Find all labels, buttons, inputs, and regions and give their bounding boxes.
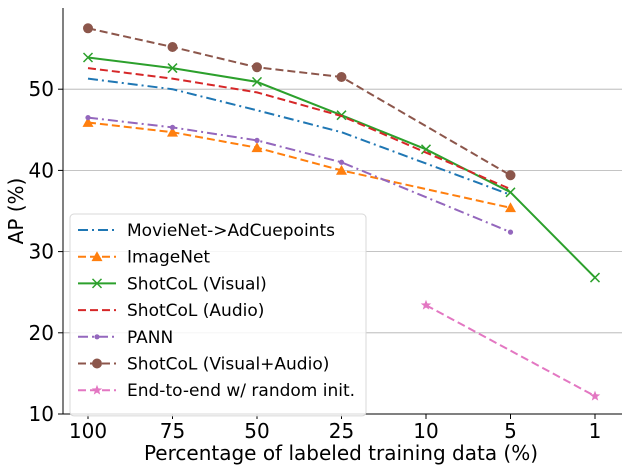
- dot-marker: [169, 124, 176, 130]
- series-lines: [82, 23, 601, 401]
- x-tick-label: 100: [69, 419, 107, 443]
- y-tick-label: 10: [29, 402, 54, 426]
- x-marker: [82, 52, 94, 63]
- dot-marker: [85, 115, 91, 121]
- legend-entry: ShotCoL (Audio): [78, 301, 264, 321]
- legend-entry: ShotCoL (Visual): [78, 274, 267, 294]
- legend-label: MovieNet->AdCuepoints: [127, 221, 335, 241]
- legend-entry: End-to-end w/ random init.: [78, 381, 355, 401]
- legend: MovieNet->AdCuepoints ImageNet ShotCoL (Vi…: [69, 213, 367, 417]
- triangle-marker: [251, 142, 263, 153]
- legend-label: PANN: [127, 328, 173, 348]
- series-end-to-end-w-random-init: [420, 299, 601, 401]
- triangle-marker: [91, 251, 103, 262]
- dot-marker: [94, 334, 100, 340]
- legend-label: End-to-end w/ random init.: [127, 381, 355, 401]
- star-marker: [91, 384, 103, 395]
- legend-box: [69, 213, 367, 417]
- legend-label: ShotCoL (Visual+Audio): [127, 355, 329, 375]
- series-shotcol-audio: [87, 67, 511, 191]
- triangle-marker: [336, 164, 347, 175]
- x-tick-label: 25: [329, 419, 354, 443]
- x-tick-label: 5: [504, 419, 517, 443]
- x-marker-stroke: [251, 76, 263, 87]
- tick-labels: 10 20 30 40 50 100 75 50 25 10 5 1: [29, 77, 602, 443]
- triangle-marker: [505, 202, 516, 213]
- legend-entry: MovieNet->AdCuepoints: [78, 221, 335, 241]
- x-marker-stroke: [82, 52, 94, 63]
- x-marker-stroke: [420, 144, 432, 155]
- series-line: [425, 304, 596, 397]
- legend-label: ShotCoL (Audio): [127, 301, 264, 321]
- y-axis-label: AP (%): [4, 178, 28, 245]
- y-tick-label: 20: [29, 321, 54, 345]
- star-marker: [589, 390, 601, 401]
- legend-label: ImageNet: [127, 248, 210, 268]
- x-axis-label: Percentage of labeled training data (%): [144, 441, 538, 465]
- legend-entry: ImageNet: [78, 248, 210, 268]
- x-marker-stroke: [589, 272, 601, 283]
- triangle-marker: [167, 126, 178, 137]
- x-tick-label: 10: [413, 419, 438, 443]
- series-imagenet: [82, 116, 516, 213]
- series-line: [87, 121, 511, 209]
- series-movienet-adcuepoints: [87, 77, 511, 196]
- series-shotcol-visual-audio: [83, 23, 516, 181]
- y-tick-label: 50: [29, 77, 54, 101]
- circle-marker: [252, 62, 262, 73]
- dot-marker: [507, 229, 514, 235]
- series-line: [87, 77, 511, 196]
- x-tick-label: 75: [160, 419, 185, 443]
- x-marker: [91, 278, 103, 289]
- x-marker: [420, 144, 432, 155]
- x-tick-label: 1: [589, 419, 602, 443]
- y-tick-label: 40: [29, 158, 54, 182]
- star-marker: [420, 299, 432, 310]
- circle-marker: [505, 170, 516, 181]
- x-marker-stroke: [91, 278, 103, 289]
- dot-marker: [338, 159, 345, 165]
- x-marker: [251, 76, 263, 87]
- legend-entry: ShotCoL (Visual+Audio): [78, 355, 329, 375]
- y-tick-label: 30: [29, 240, 54, 264]
- x-marker-stroke: [505, 187, 516, 198]
- x-marker: [589, 272, 601, 283]
- x-marker: [505, 187, 516, 198]
- circle-marker: [83, 23, 93, 34]
- x-marker: [167, 63, 178, 74]
- circle-marker: [92, 358, 102, 369]
- circle-marker: [167, 41, 178, 52]
- series-line: [87, 27, 512, 177]
- series-pann: [85, 115, 514, 235]
- dot-marker: [254, 137, 260, 143]
- x-tick-label: 50: [244, 419, 269, 443]
- x-marker-stroke: [167, 63, 178, 74]
- circle-marker: [336, 72, 347, 83]
- triangle-marker: [82, 116, 94, 127]
- legend-label: ShotCoL (Visual): [127, 274, 267, 294]
- legend-entry: PANN: [78, 328, 173, 348]
- series-line: [87, 67, 511, 191]
